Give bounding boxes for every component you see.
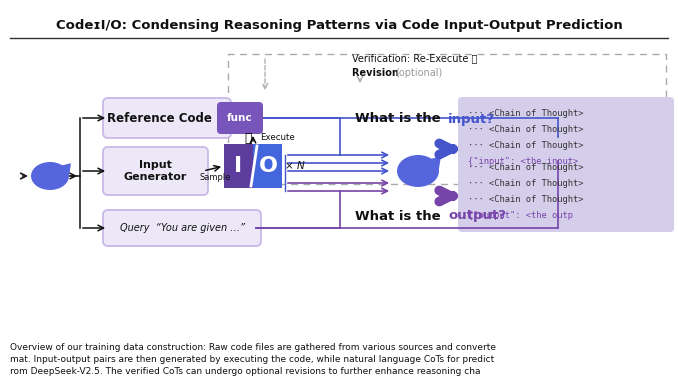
Bar [228, 54, 666, 184]
FancyBboxPatch shape [103, 147, 208, 195]
Text: 🐍: 🐍 [244, 131, 252, 144]
FancyArrowPatch shape [429, 157, 440, 168]
Polygon shape [412, 155, 430, 168]
Text: rom DeepSeek-V2.5. The verified CoTs can undergo optional revisions to further e: rom DeepSeek-V2.5. The verified CoTs can… [10, 368, 481, 376]
Text: Verification: Re-Execute 🐍: Verification: Re-Execute 🐍 [352, 53, 477, 63]
Text: input?: input? [448, 112, 495, 125]
Text: Sample: Sample [199, 173, 231, 182]
Text: mat. Input-output pairs are then generated by executing the code, while natural : mat. Input-output pairs are then generat… [10, 355, 494, 365]
Text: O: O [259, 156, 278, 176]
Text: ··· <Chain of Thought>: ··· <Chain of Thought> [468, 109, 584, 117]
Text: I: I [235, 156, 243, 176]
FancyBboxPatch shape [224, 144, 253, 188]
Text: func: func [227, 113, 253, 123]
FancyBboxPatch shape [217, 102, 263, 134]
Text: Revision: Revision [352, 68, 402, 78]
Text: ··· <Chain of Thought>: ··· <Chain of Thought> [468, 163, 584, 173]
Text: Query  “You are given …”: Query “You are given …” [119, 223, 245, 233]
Text: ··· <Chain of Thought>: ··· <Chain of Thought> [468, 179, 584, 189]
Text: What is the: What is the [355, 112, 445, 125]
FancyBboxPatch shape [458, 97, 674, 177]
Text: CᴏdeɪI/O: Condensing Reasoning Patterns via Code Input-Output Prediction: CᴏdeɪI/O: Condensing Reasoning Patterns … [56, 19, 622, 32]
Text: Input
Generator: Input Generator [124, 160, 187, 182]
Ellipse shape [31, 162, 69, 190]
FancyBboxPatch shape [103, 210, 261, 246]
Text: × N: × N [285, 161, 304, 171]
FancyBboxPatch shape [458, 152, 674, 232]
Text: {"output": <the outp: {"output": <the outp [468, 211, 573, 221]
Polygon shape [45, 162, 60, 174]
Text: output?: output? [448, 210, 506, 223]
Text: (optional): (optional) [395, 68, 442, 78]
Text: ··· <Chain of Thought>: ··· <Chain of Thought> [468, 125, 584, 133]
Text: ··· <Chain of Thought>: ··· <Chain of Thought> [468, 141, 584, 149]
Text: Reference Code: Reference Code [106, 112, 212, 125]
Text: Execute: Execute [260, 133, 295, 142]
Text: ··· <Chain of Thought>: ··· <Chain of Thought> [468, 195, 584, 205]
FancyArrowPatch shape [60, 164, 70, 174]
Text: {"input": <the input>: {"input": <the input> [468, 157, 578, 165]
FancyBboxPatch shape [253, 144, 282, 188]
FancyBboxPatch shape [103, 98, 231, 138]
Text: What is the: What is the [355, 210, 445, 223]
Ellipse shape [397, 155, 439, 187]
Text: Overview of our training data construction: Raw code files are gathered from var: Overview of our training data constructi… [10, 344, 496, 352]
